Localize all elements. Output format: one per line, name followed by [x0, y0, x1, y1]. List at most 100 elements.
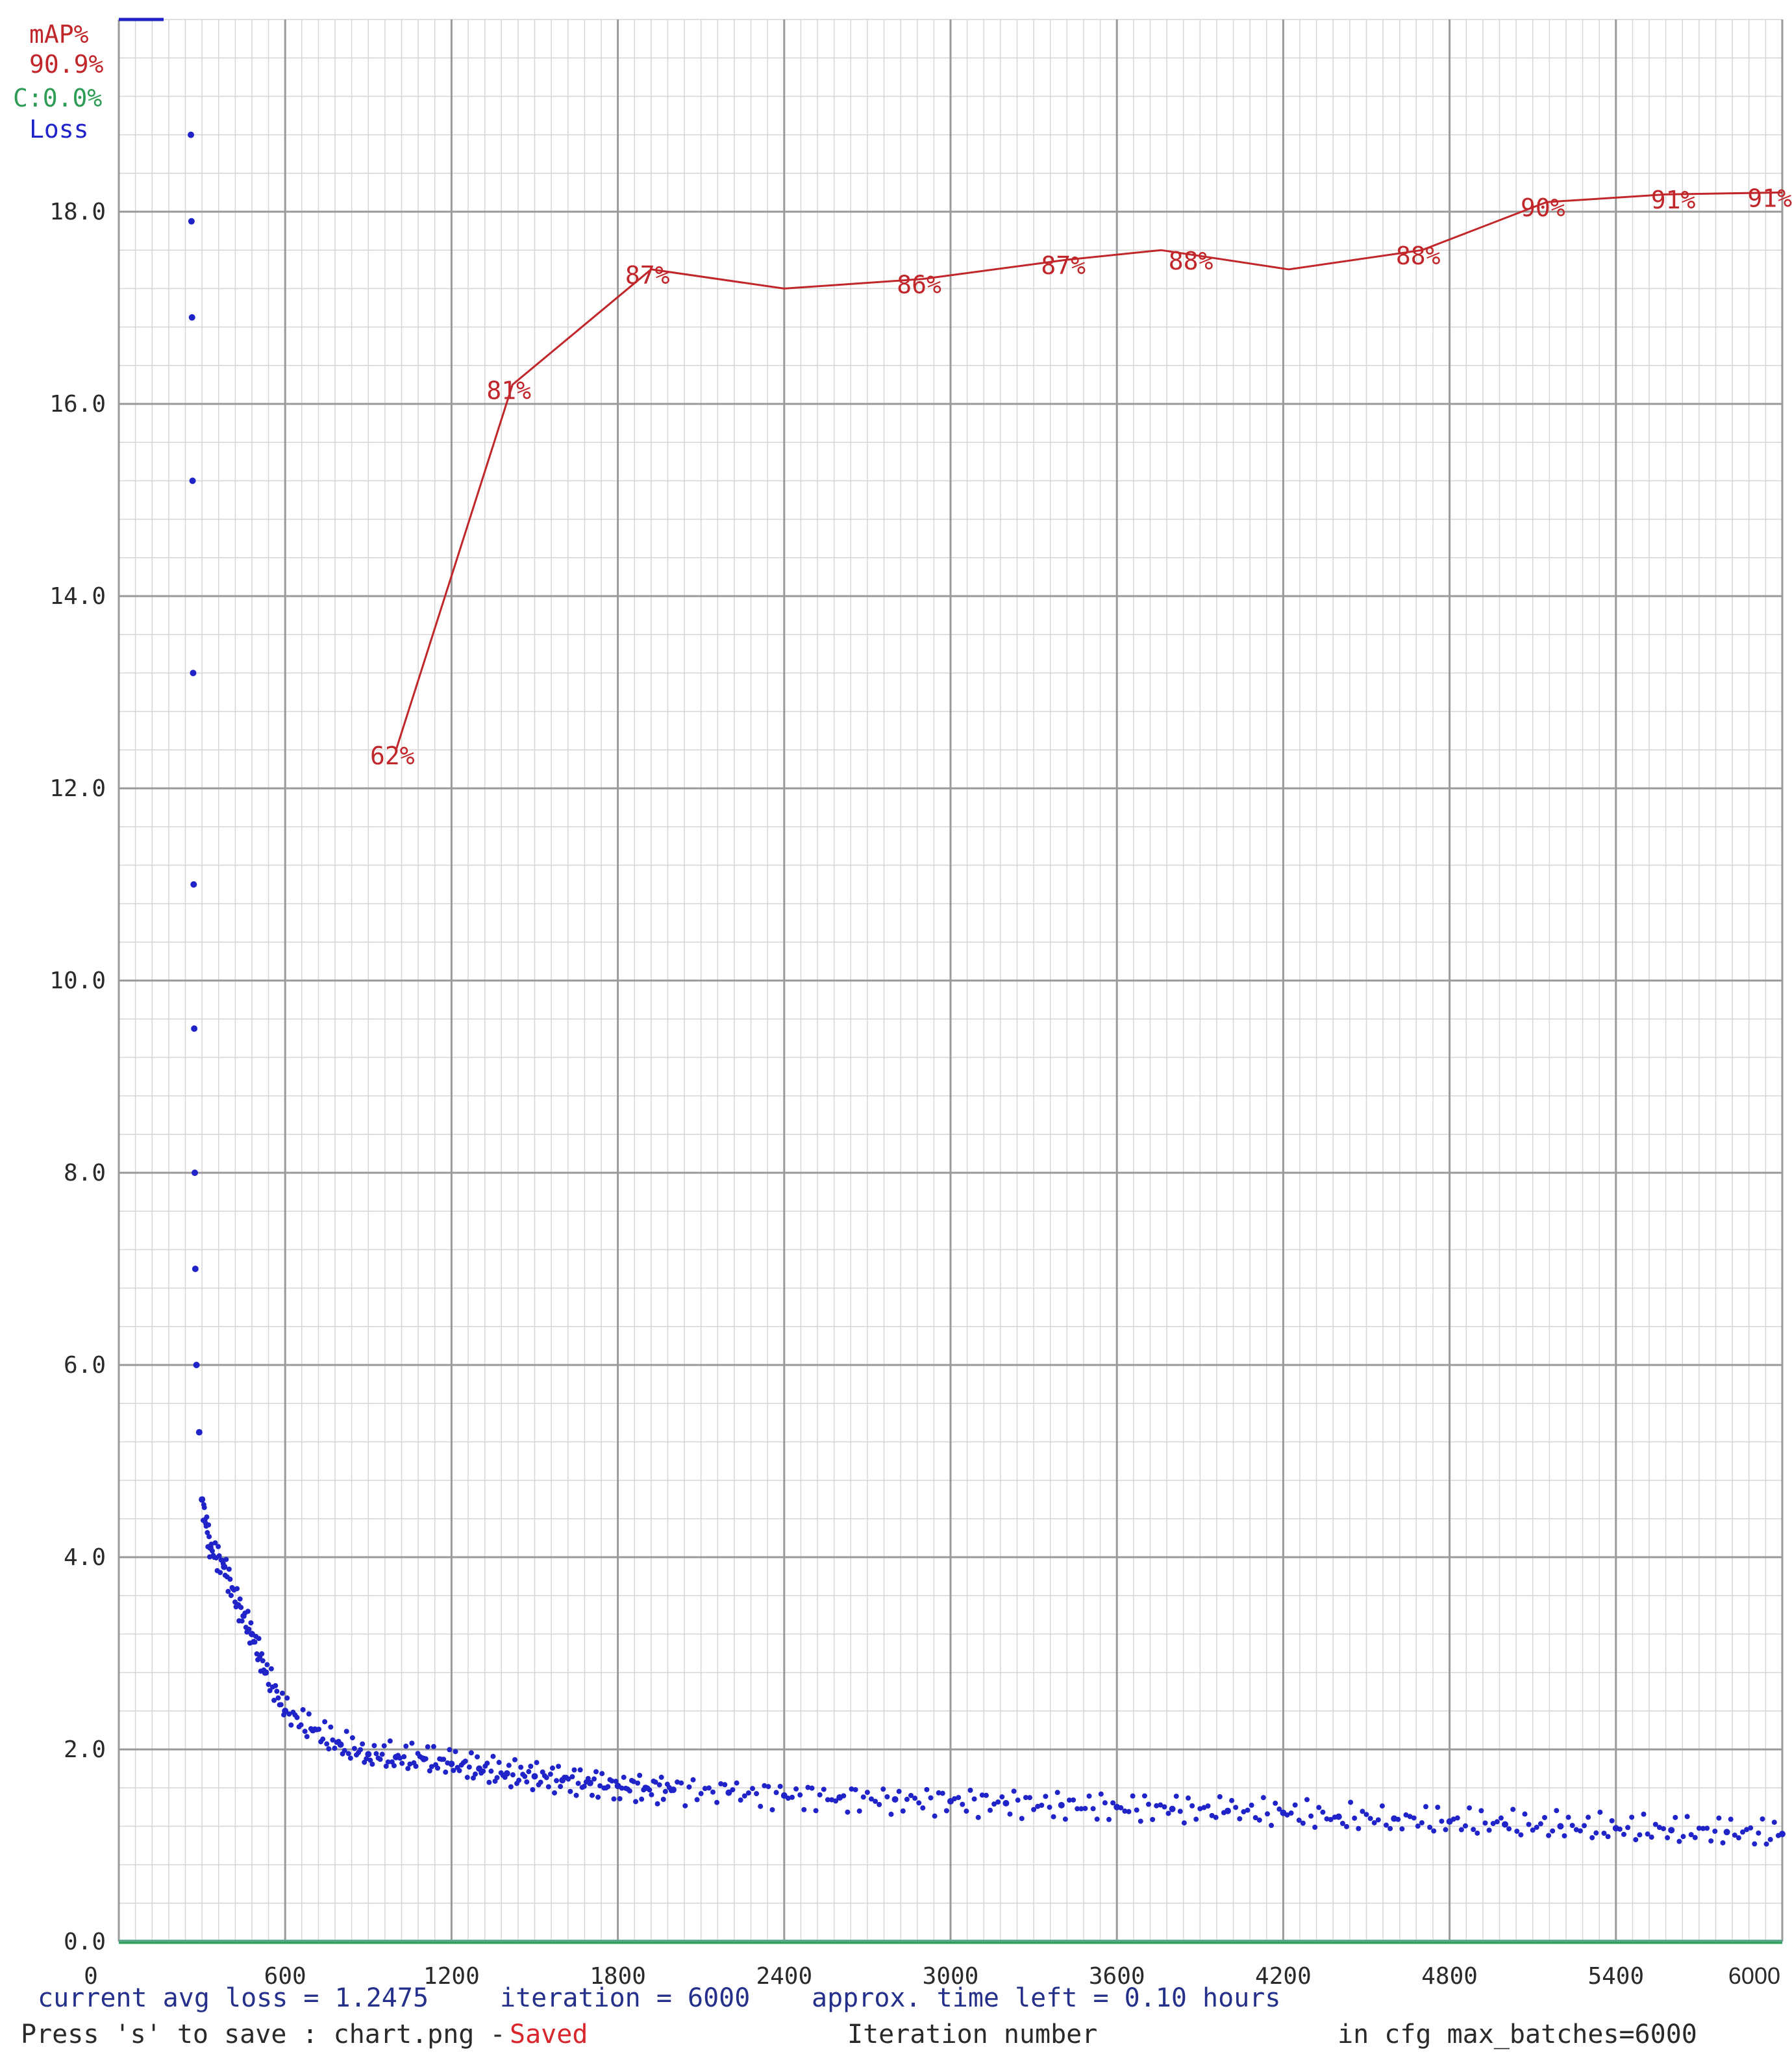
loss-point [621, 1774, 627, 1780]
loss-point [1569, 1823, 1575, 1829]
loss-point [191, 1025, 198, 1032]
loss-point [785, 1796, 791, 1801]
loss-point [682, 1803, 688, 1808]
loss-point [1411, 1815, 1417, 1821]
legend-map-value: 90.9% [29, 50, 104, 79]
loss-point [252, 1639, 258, 1645]
y-tick-label: 16.0 [49, 391, 106, 418]
loss-point [371, 1743, 377, 1749]
loss-point [613, 1779, 619, 1784]
loss-point [1565, 1814, 1571, 1820]
loss-point [662, 1788, 668, 1794]
loss-point [754, 1791, 760, 1797]
legend-loss-label: Loss [29, 115, 89, 144]
loss-point [453, 1749, 458, 1755]
loss-point [1673, 1814, 1678, 1820]
loss-point [1684, 1814, 1690, 1820]
loss-point [928, 1795, 934, 1801]
loss-point [1688, 1832, 1694, 1838]
loss-point [813, 1808, 819, 1814]
loss-point [617, 1796, 623, 1801]
loss-point [466, 1764, 472, 1770]
loss-point [328, 1724, 334, 1730]
loss-point [639, 1796, 645, 1802]
loss-point [637, 1772, 643, 1778]
loss-point [1490, 1821, 1496, 1827]
loss-point [1296, 1818, 1302, 1823]
loss-point [1023, 1795, 1028, 1801]
y-tick-label: 12.0 [49, 775, 106, 802]
loss-point [777, 1783, 783, 1789]
loss-point [343, 1729, 349, 1734]
loss-point [649, 1792, 654, 1797]
x-axis-label: Iteration number [847, 2020, 1097, 2049]
loss-point [377, 1757, 383, 1762]
loss-point [1708, 1838, 1714, 1844]
x-tick-label: 1200 [423, 1963, 480, 1990]
map-point-label: 88% [1396, 242, 1441, 270]
loss-point [1661, 1826, 1666, 1832]
loss-point [1557, 1823, 1564, 1830]
map-point-label: 87% [625, 261, 670, 290]
loss-point [264, 1662, 270, 1668]
loss-point [960, 1801, 965, 1807]
loss-point [956, 1795, 962, 1801]
loss-point [1779, 1831, 1786, 1838]
loss-point [1316, 1805, 1322, 1810]
loss-point [975, 1814, 981, 1820]
loss-point [1763, 1841, 1769, 1847]
loss-point [591, 1776, 597, 1782]
loss-point [262, 1669, 269, 1676]
loss-point [1043, 1794, 1049, 1799]
loss-point [1692, 1834, 1698, 1840]
loss-point [274, 1688, 280, 1694]
loss-point [200, 1496, 206, 1502]
loss-point [423, 1756, 429, 1762]
loss-point [1086, 1793, 1092, 1799]
loss-point [995, 1799, 1001, 1805]
x-tick-label: 0 [84, 1963, 98, 1990]
loss-point [920, 1805, 926, 1811]
loss-point [195, 1429, 203, 1436]
time-left: approx. time left = 0.10 hours [812, 1983, 1280, 2013]
loss-point [484, 1760, 490, 1766]
loss-point [605, 1784, 611, 1790]
map-point-label: 62% [370, 742, 415, 770]
loss-point [234, 1586, 240, 1592]
loss-point [1209, 1812, 1215, 1818]
loss-point [888, 1811, 894, 1817]
loss-point [758, 1803, 764, 1809]
loss-point [1427, 1824, 1433, 1830]
y-tick-label: 2.0 [64, 1736, 106, 1763]
loss-point [552, 1790, 557, 1796]
loss-point [656, 1782, 662, 1788]
loss-point [817, 1792, 823, 1797]
loss-point [1078, 1806, 1084, 1812]
loss-point [435, 1765, 441, 1771]
loss-point [1276, 1806, 1282, 1812]
loss-point [1554, 1808, 1560, 1814]
loss-point [268, 1666, 274, 1671]
loss-point [227, 1576, 233, 1582]
loss-point [324, 1741, 330, 1747]
loss-point [218, 1570, 223, 1575]
loss-point [503, 1770, 510, 1777]
loss-point [991, 1801, 997, 1807]
loss-point [647, 1787, 653, 1793]
loss-point [660, 1796, 666, 1802]
loss-point [451, 1768, 456, 1773]
loss-point [725, 1789, 732, 1796]
y-tick-label: 8.0 [64, 1160, 106, 1186]
loss-point [1589, 1834, 1595, 1840]
x-tick-label: 4800 [1421, 1963, 1478, 1990]
map-series-line [395, 191, 1783, 751]
legend-map-label: mAP% [29, 20, 89, 49]
loss-point [1415, 1823, 1421, 1829]
loss-point [1225, 1807, 1231, 1814]
y-tick-label: 18.0 [49, 199, 106, 225]
loss-point [206, 1522, 212, 1528]
loss-point [322, 1719, 328, 1725]
loss-point [1728, 1816, 1734, 1822]
loss-point [1273, 1800, 1278, 1806]
loss-point [1308, 1813, 1314, 1819]
